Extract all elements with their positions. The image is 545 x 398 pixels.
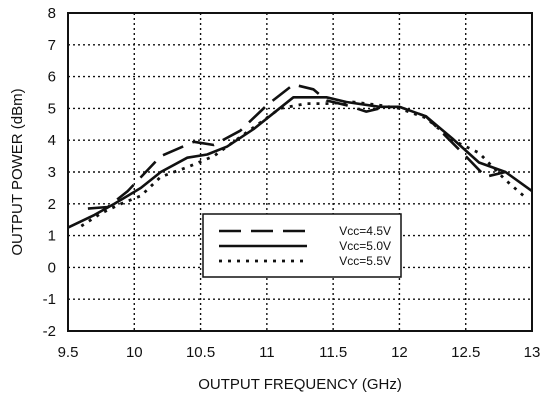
y-tick-label: 2 (48, 196, 56, 213)
x-tick-label: 12 (391, 344, 408, 361)
legend-label-vcc-5-0v: Vcc=5.0V (339, 239, 391, 253)
y-tick-label: 7 (48, 37, 56, 54)
x-tick-label: 9.5 (58, 344, 79, 361)
y-tick-label: -2 (43, 323, 56, 340)
legend-label-vcc-4-5v: Vcc=4.5V (339, 224, 391, 238)
series-lines (67, 83, 533, 229)
x-tick-label: 11.5 (319, 344, 347, 361)
y-tick-label: 8 (48, 5, 56, 22)
y-tick-label: -1 (43, 291, 56, 308)
y-tick-label: 5 (48, 100, 56, 117)
x-tick-label: 12.5 (451, 344, 480, 361)
plot-frame (67, 12, 533, 332)
series-line-solid (67, 96, 533, 229)
grid-lines (68, 13, 532, 331)
y-tick-label: 4 (48, 132, 56, 149)
legend: Vcc=4.5V Vcc=5.0V Vcc=5.5V (202, 213, 402, 278)
y-tick-label: 6 (48, 69, 56, 86)
series-line-dashed (87, 83, 506, 210)
x-axis-label: OUTPUT FREQUENCY (GHz) (198, 376, 402, 393)
series-line-dotted (80, 100, 527, 228)
x-tick-label: 10.5 (186, 344, 215, 361)
y-axis-label: OUTPUT POWER (dBm) (9, 88, 26, 255)
y-tick-label: 1 (48, 228, 56, 245)
y-tick-label: 3 (48, 164, 56, 181)
x-tick-label: 11 (259, 344, 275, 361)
x-tick-label: 10 (126, 344, 143, 361)
legend-label-vcc-5-5v: Vcc=5.5V (339, 254, 391, 268)
y-tick-label: 0 (48, 259, 56, 276)
x-tick-label: 13 (524, 344, 541, 361)
